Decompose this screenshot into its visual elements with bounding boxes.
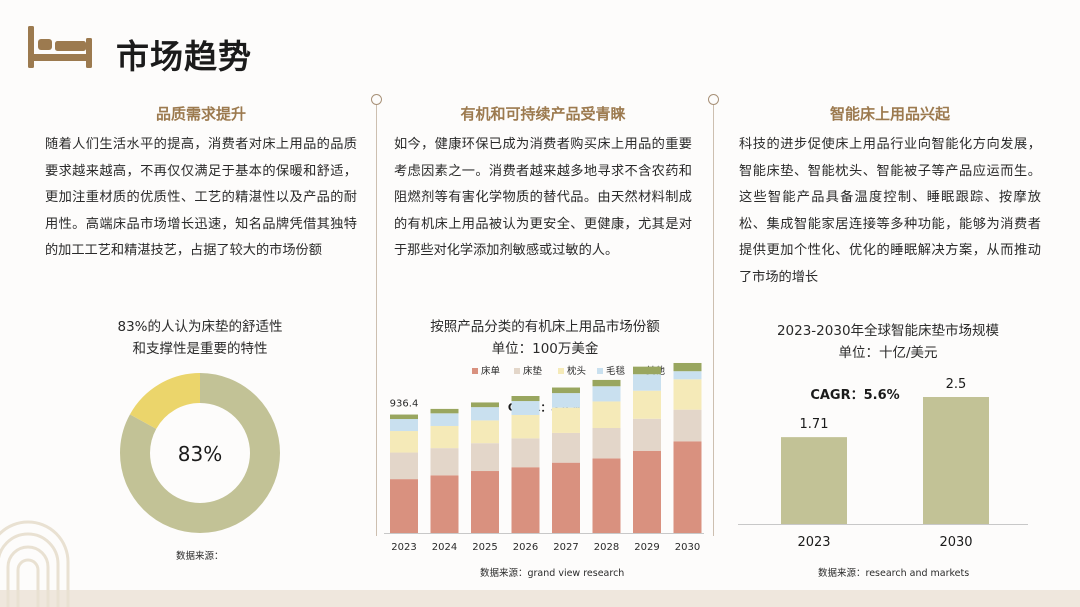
smart-source: 数据来源：research and markets bbox=[818, 568, 970, 579]
x-tick-label: 2023 bbox=[391, 542, 416, 553]
donut-chart: 83% bbox=[120, 373, 280, 533]
donut-center-label: 83% bbox=[178, 442, 222, 466]
bar-segment bbox=[552, 393, 580, 408]
bar bbox=[781, 437, 847, 524]
bar-segment bbox=[673, 371, 702, 380]
bar-segment bbox=[390, 479, 418, 533]
bar-segment bbox=[511, 438, 540, 468]
divider-circle bbox=[371, 94, 382, 105]
bar-segment bbox=[471, 402, 499, 408]
bar-segment bbox=[633, 418, 661, 451]
bar-segment bbox=[673, 379, 702, 410]
bar-segment bbox=[673, 441, 702, 533]
column-heading: 品质需求提升 bbox=[155, 105, 246, 123]
smart-title-line2: 单位：十亿/美元 bbox=[838, 345, 938, 361]
column-divider bbox=[713, 100, 714, 536]
legend-label: 床垫 bbox=[523, 365, 543, 377]
decorative-arch bbox=[0, 520, 70, 607]
stacked-title-line2: 单位：100万美金 bbox=[491, 341, 599, 357]
bar-segment bbox=[633, 374, 661, 391]
bar-segment bbox=[511, 467, 540, 533]
bar-segment bbox=[552, 432, 580, 463]
x-tick-label: 2023 bbox=[797, 535, 830, 550]
donut-source: 数据来源： bbox=[176, 551, 224, 562]
bar-segment bbox=[430, 408, 459, 414]
bar-segment bbox=[390, 431, 418, 453]
x-tick-label: 2030 bbox=[939, 535, 972, 550]
bottom-band bbox=[0, 590, 1080, 607]
data-label: 936.4 bbox=[390, 399, 419, 410]
donut-chart-title: 83%的人认为床垫的舒适性 和支撑性是重要的特性 bbox=[60, 316, 340, 360]
bar-segment bbox=[552, 407, 580, 433]
bar-segment bbox=[511, 414, 540, 439]
bar-segment bbox=[511, 396, 540, 402]
bar-segment bbox=[390, 414, 418, 420]
legend-swatch bbox=[558, 368, 564, 374]
bar-segment bbox=[390, 452, 418, 480]
column-divider bbox=[376, 100, 377, 536]
legend-swatch bbox=[597, 368, 603, 374]
bar-segment bbox=[633, 366, 661, 375]
bar-segment bbox=[592, 386, 621, 402]
bar-segment bbox=[471, 407, 499, 421]
x-tick-label: 2029 bbox=[634, 542, 659, 553]
legend-label: 毛毯 bbox=[606, 365, 626, 377]
bar-segment bbox=[592, 379, 621, 387]
page-title: 市场趋势 bbox=[116, 37, 252, 76]
bar-segment bbox=[471, 420, 499, 444]
donut-title-line2: 和支撑性是重要的特性 bbox=[132, 341, 268, 357]
donut-slice bbox=[120, 373, 280, 533]
legend-label: 床单 bbox=[481, 365, 501, 377]
donut-title-line1: 83%的人认为床垫的舒适性 bbox=[117, 319, 283, 335]
bar-segment bbox=[673, 409, 702, 442]
smart-chart-title: 2023-2030年全球智能床垫市场规模 单位：十亿/美元 bbox=[738, 320, 1038, 364]
smart-mattress-bar-chart: CAGR：5.6% 1.71 2023 2.5 2030 bbox=[738, 377, 1028, 550]
column-quality: 品质需求提升 随着人们生活水平的提高，消费者对床上用品的品质要求越来越高，不再仅… bbox=[45, 103, 357, 265]
legend-swatch bbox=[514, 368, 520, 374]
x-tick-label: 2030 bbox=[675, 542, 700, 553]
stacked-bar-chart: CAGR：5.4% 床单床垫枕头毛毯其他2023936.420242025202… bbox=[384, 362, 704, 553]
x-tick-label: 2024 bbox=[432, 542, 457, 553]
x-tick-label: 2026 bbox=[513, 542, 538, 553]
bar-segment bbox=[552, 462, 580, 533]
divider-circle bbox=[708, 94, 719, 105]
bar-segment bbox=[430, 475, 459, 533]
legend-swatch bbox=[472, 368, 478, 374]
stacked-source: 数据来源：grand view research bbox=[480, 568, 625, 579]
bar-segment bbox=[592, 401, 621, 429]
data-label: 1.71 bbox=[800, 417, 829, 432]
bar-segment bbox=[633, 450, 661, 533]
stacked-chart-title: 按照产品分类的有机床上用品市场份额 单位：100万美金 bbox=[395, 316, 695, 360]
x-tick-label: 2025 bbox=[472, 542, 497, 553]
column-smart: 智能床上用品兴起 科技的进步促使床上用品行业向智能化方向发展，智能床垫、智能枕头… bbox=[739, 103, 1041, 291]
bar-segment bbox=[552, 387, 580, 394]
data-label: 2.5 bbox=[946, 377, 967, 392]
bar-segment bbox=[430, 413, 459, 426]
column-body: 如今，健康环保已成为消费者购买床上用品的重要考虑因素之一。消费者越来越多地寻求不… bbox=[394, 137, 692, 258]
bar-segment bbox=[592, 458, 621, 533]
column-body: 随着人们生活水平的提高，消费者对床上用品的品质要求越来越高，不再仅仅满足于基本的… bbox=[45, 137, 357, 258]
column-body: 科技的进步促使床上用品行业向智能化方向发展，智能床垫、智能枕头、智能被子等产品应… bbox=[739, 137, 1041, 285]
bar-segment bbox=[430, 425, 459, 449]
column-heading: 有机和可持续产品受青睐 bbox=[460, 105, 626, 123]
smart-title-line1: 2023-2030年全球智能床垫市场规模 bbox=[776, 323, 1000, 339]
bar-segment bbox=[633, 390, 661, 419]
x-tick-label: 2027 bbox=[553, 542, 578, 553]
x-tick-label: 2028 bbox=[594, 542, 619, 553]
bar-segment bbox=[471, 443, 499, 472]
bed-icon bbox=[28, 26, 92, 68]
bar-segment bbox=[673, 362, 702, 372]
column-organic: 有机和可持续产品受青睐 如今，健康环保已成为消费者购买床上用品的重要考虑因素之一… bbox=[394, 103, 692, 265]
stacked-title-line1: 按照产品分类的有机床上用品市场份额 bbox=[430, 319, 660, 335]
bar bbox=[923, 397, 989, 524]
bar-segment bbox=[390, 419, 418, 432]
bar-segment bbox=[430, 448, 459, 476]
bar-segment bbox=[471, 471, 499, 533]
smart-cagr-label: CAGR：5.6% bbox=[810, 388, 899, 403]
bar-segment bbox=[511, 401, 540, 415]
legend-label: 枕头 bbox=[567, 365, 586, 377]
column-heading: 智能床上用品兴起 bbox=[829, 105, 950, 123]
bar-segment bbox=[592, 428, 621, 459]
